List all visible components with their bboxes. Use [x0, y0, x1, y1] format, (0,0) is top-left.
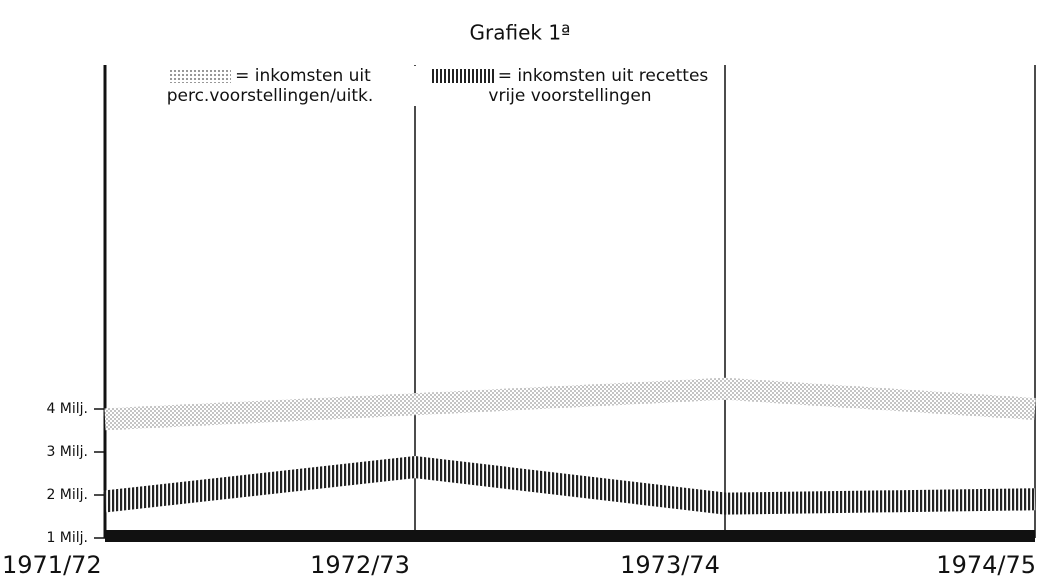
- series-band: [104, 377, 1036, 431]
- chart-title: Grafiek 1ª: [470, 21, 571, 45]
- series-band: [103, 455, 1036, 515]
- x-tick-label: 1971/72: [2, 551, 102, 579]
- legend-label: = inkomsten uit perc.voorstellingen/uitk…: [166, 66, 374, 106]
- y-tick-label: 4 Milj.: [46, 401, 88, 417]
- x-tick-label: 1974/75: [936, 551, 1036, 579]
- x-tick-label: 1973/74: [620, 551, 720, 579]
- legend-label: = inkomsten uit recettes vrije voorstell…: [488, 66, 709, 106]
- y-tick-label: 1 Milj.: [46, 530, 88, 546]
- y-tick-label: 2 Milj.: [46, 487, 88, 503]
- legend-item: = inkomsten uit recettes vrije voorstell…: [420, 66, 720, 106]
- legend-swatch: [431, 69, 494, 83]
- y-tick-label: 3 Milj.: [46, 444, 88, 460]
- baseline-bar: [105, 530, 1035, 542]
- legend-item: = inkomsten uit perc.voorstellingen/uitk…: [120, 66, 420, 106]
- legend-swatch: [169, 69, 232, 83]
- x-tick-label: 1972/73: [310, 551, 410, 579]
